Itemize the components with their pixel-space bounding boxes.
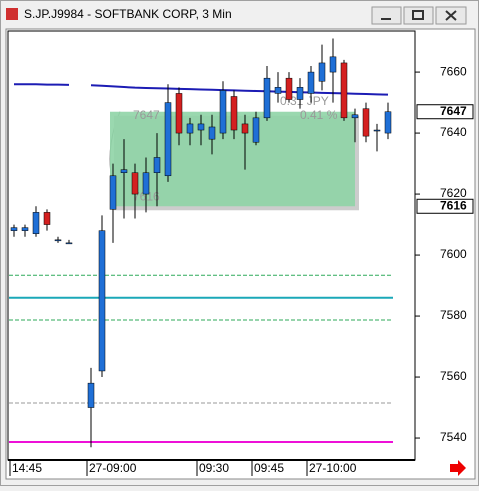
y-tick-label: 7560 [440,369,467,383]
plot-area [7,30,416,461]
x-tick-label: 14:45 [12,461,42,475]
candle-body [175,93,183,134]
candle-body [120,169,128,173]
window-title: S.JP.J9984 - SOFTBANK CORP, 3 Min [24,7,232,21]
candle-body [362,108,370,137]
range-percent-label: 0.41 % [300,108,338,122]
candle-body [153,157,161,173]
candle-body [340,62,348,119]
candle-body [296,87,304,100]
x-tick-label: 09:45 [254,461,284,475]
scroll-arrow[interactable] [450,460,466,476]
candle-body [10,227,18,231]
candle-body [43,212,51,225]
candle-body [208,126,216,140]
candle-body [384,111,392,134]
price-marker-label: 7616 [440,198,467,212]
candle-body [186,123,194,134]
y-tick-label: 7640 [440,125,467,139]
candle-body [87,382,95,408]
candle-body [285,77,293,100]
x-tick-label: 27-09:00 [89,461,137,475]
candle-body [21,227,29,231]
close-icon [445,10,457,21]
x-tick-label: 27-10:00 [309,461,357,475]
y-tick-label: 7600 [440,247,467,261]
candle-body [131,172,139,195]
x-tick-label: 09:30 [199,461,229,475]
candle-body [54,239,62,242]
minimize-button[interactable] [371,6,402,25]
candle-body [109,175,117,210]
candle-body [274,87,282,94]
y-tick-label: 7540 [440,430,467,444]
candle-body [142,172,150,195]
window-buttons[interactable] [371,6,467,25]
range-low-label: 7616 [133,189,160,203]
price-marker-box [416,198,474,214]
candle-body [98,230,106,372]
candle-body [197,123,205,131]
candle-body [230,96,238,131]
candle-body [164,102,172,177]
candle-body [351,114,359,119]
candle-body [65,242,73,245]
y-tick-label: 7620 [440,186,467,200]
candle-body [32,212,40,234]
candle-body [263,77,271,119]
y-tick-label: 7580 [440,308,467,322]
candle-body [241,123,249,134]
maximize-button[interactable] [403,6,434,25]
candle-body [329,56,337,73]
y-tick-label: 7660 [440,64,467,78]
candle-body [252,117,260,143]
price-marker-box [416,104,474,120]
candle-body [318,62,326,82]
range-high-label: 7647 [133,108,160,122]
candle-body [307,71,315,94]
moving-average [14,83,389,96]
candle-body [373,129,381,132]
candle-body [219,90,227,134]
price-marker-label: 7647 [440,104,467,118]
window-icon [6,8,18,20]
maximize-icon [412,10,424,20]
